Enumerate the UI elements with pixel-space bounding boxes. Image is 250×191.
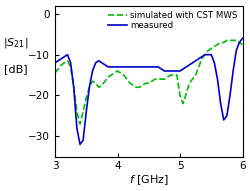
- Text: $|S_{21}|$: $|S_{21}|$: [3, 36, 28, 50]
- simulated with CST MWS: [78, 123, 82, 125]
- Legend: simulated with CST MWS, measured: simulated with CST MWS, measured: [107, 10, 238, 31]
- Text: [dB]: [dB]: [4, 64, 28, 74]
- simulated with CST MWS: [54, 72, 56, 74]
- measured: [54, 62, 56, 64]
- measured: [219, 102, 222, 105]
- simulated with CST MWS: [156, 78, 160, 80]
- measured: [100, 62, 103, 64]
- simulated with CST MWS: [219, 41, 222, 44]
- simulated with CST MWS: [241, 43, 244, 46]
- measured: [78, 143, 82, 146]
- simulated with CST MWS: [169, 74, 172, 76]
- measured: [94, 62, 97, 64]
- measured: [241, 37, 244, 40]
- Line: measured: measured: [55, 38, 242, 144]
- simulated with CST MWS: [100, 84, 103, 86]
- measured: [156, 66, 160, 68]
- X-axis label: $f$ [GHz]: $f$ [GHz]: [129, 173, 169, 187]
- measured: [122, 66, 125, 68]
- simulated with CST MWS: [226, 39, 228, 41]
- Line: simulated with CST MWS: simulated with CST MWS: [55, 40, 242, 124]
- simulated with CST MWS: [94, 82, 97, 84]
- measured: [169, 70, 172, 72]
- simulated with CST MWS: [122, 74, 125, 76]
